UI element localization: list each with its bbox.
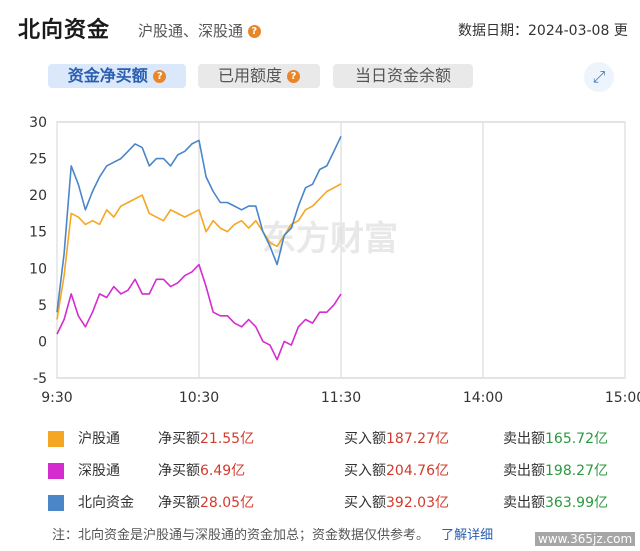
summary-row: 深股通 净买额6.49亿 买入额204.76亿 卖出额198.27亿 xyxy=(48,461,628,481)
series-swatch xyxy=(48,431,64,447)
sell-amount: 卖出额198.27亿 xyxy=(503,461,608,481)
buy-amount: 买入额392.03亿 xyxy=(344,493,449,513)
x-tick-label: 15:00 xyxy=(605,390,640,406)
chart-watermark: 东方财富 xyxy=(262,219,398,259)
question-icon[interactable]: ? xyxy=(287,70,301,83)
y-tick-label: 15 xyxy=(29,225,47,241)
y-tick-label: 30 xyxy=(29,115,47,131)
sell-label: 卖出额 xyxy=(503,463,545,479)
sell-value: 198.27亿 xyxy=(545,463,608,479)
learn-more-link[interactable]: 了解详细 xyxy=(441,528,494,543)
buy-label: 买入额 xyxy=(344,463,386,479)
buy-value: 392.03亿 xyxy=(386,495,449,511)
summary-row: 沪股通 净买额21.55亿 买入额187.27亿 卖出额165.72亿 xyxy=(48,429,628,449)
chart-grid xyxy=(56,121,626,379)
net-buy: 净买额6.49亿 xyxy=(158,461,245,481)
series-swatch xyxy=(48,463,64,479)
sell-amount: 卖出额363.99亿 xyxy=(503,493,608,513)
x-tick-label: 9:30 xyxy=(41,390,72,406)
tab-used-quota[interactable]: 已用额度 ? xyxy=(198,64,320,88)
y-axis: 30 25 20 15 10 5 0 -5 xyxy=(29,115,47,387)
net-value: 21.55亿 xyxy=(200,431,255,447)
data-date: 数据日期：2024-03-08 更 xyxy=(458,23,628,39)
net-value: 6.49亿 xyxy=(200,463,246,479)
tab-label: 当日资金余额 xyxy=(354,66,451,85)
buy-label: 买入额 xyxy=(344,495,386,511)
sell-value: 165.72亿 xyxy=(545,431,608,447)
buy-value: 204.76亿 xyxy=(386,463,449,479)
net-buy: 净买额21.55亿 xyxy=(158,429,254,449)
tab-daily-balance[interactable]: 当日资金余额 xyxy=(333,64,473,88)
net-value: 28.05亿 xyxy=(200,495,255,511)
question-icon[interactable]: ? xyxy=(247,25,261,38)
y-tick-label: 0 xyxy=(38,334,47,350)
net-label: 净买额 xyxy=(158,495,200,511)
net-label: 净买额 xyxy=(158,463,200,479)
expand-icon[interactable]: ⤢ xyxy=(584,62,614,92)
series-name: 深股通 xyxy=(78,463,120,479)
question-icon[interactable]: ? xyxy=(153,70,167,83)
y-tick-label: -5 xyxy=(33,371,47,387)
tab-label: 已用额度 xyxy=(217,66,282,85)
x-tick-label: 10:30 xyxy=(179,390,219,406)
sell-value: 363.99亿 xyxy=(545,495,608,511)
series-swatch xyxy=(48,495,64,511)
subtitle-text: 沪股通、深股通 xyxy=(138,22,244,40)
page-subtitle: 沪股通、深股通 ? xyxy=(138,20,261,41)
series-name: 北向资金 xyxy=(78,495,134,511)
x-tick-label: 14:00 xyxy=(463,390,503,406)
series-line xyxy=(56,135,342,313)
sell-label: 卖出额 xyxy=(503,495,545,511)
sell-label: 卖出额 xyxy=(503,431,545,447)
y-tick-label: 20 xyxy=(29,188,47,204)
y-tick-label: 25 xyxy=(29,152,47,168)
x-axis: 9:30 10:30 11:30 14:00 15:00 xyxy=(41,390,640,406)
summary-row: 北向资金 净买额28.05亿 买入额392.03亿 卖出额363.99亿 xyxy=(48,493,628,513)
footnote-text: 注：北向资金是沪股通与深股通的资金加总；资金数据仅供参考。 xyxy=(52,528,430,543)
net-buy: 净买额28.05亿 xyxy=(158,493,254,513)
net-label: 净买额 xyxy=(158,431,200,447)
series-line xyxy=(56,263,342,361)
series-name: 沪股通 xyxy=(78,431,120,447)
y-tick-label: 10 xyxy=(29,261,47,277)
tab-label: 资金净买额 xyxy=(67,66,148,85)
tab-net-buy[interactable]: 资金净买额 ? xyxy=(48,64,186,88)
buy-value: 187.27亿 xyxy=(386,431,449,447)
y-tick-label: 5 xyxy=(38,298,47,314)
site-watermark: www.365jz.com xyxy=(535,532,636,546)
x-tick-label: 11:30 xyxy=(321,390,361,406)
line-chart: 东方财富 30 25 20 15 10 5 0 -5 9:30 10:30 11:30 14:00 1… xyxy=(29,115,640,406)
footnote: 注：北向资金是沪股通与深股通的资金加总；资金数据仅供参考。 了解详细 xyxy=(52,524,493,543)
buy-label: 买入额 xyxy=(344,431,386,447)
page-title: 北向资金 xyxy=(18,18,111,43)
buy-amount: 买入额204.76亿 xyxy=(344,461,449,481)
sell-amount: 卖出额165.72亿 xyxy=(503,429,608,449)
buy-amount: 买入额187.27亿 xyxy=(344,429,449,449)
chart-series xyxy=(56,135,342,361)
